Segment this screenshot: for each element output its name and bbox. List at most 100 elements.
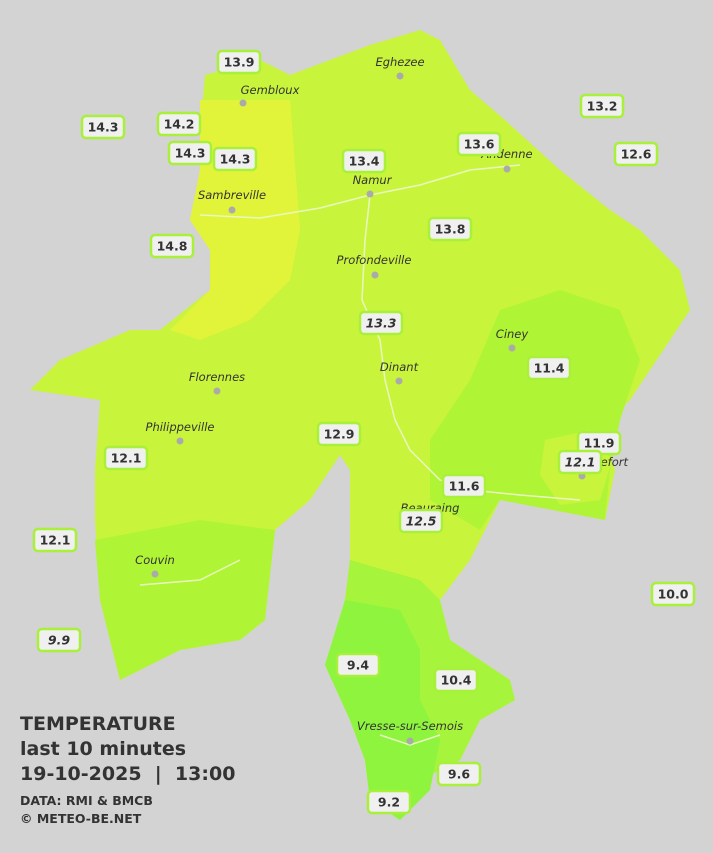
station: 13.4 — [341, 148, 387, 174]
legend-credit: © METEO-BE.NET — [20, 811, 142, 826]
station-value: 12.1 — [111, 451, 142, 466]
city-dot — [176, 437, 184, 445]
city-label: Sambreville — [198, 188, 266, 202]
city-label: Philippeville — [146, 420, 215, 434]
station-value: 12.1 — [40, 533, 71, 548]
station-value: 14.8 — [157, 239, 188, 254]
city-dot — [213, 387, 221, 395]
station-value: 9.6 — [448, 767, 470, 782]
station: 11.4 — [526, 355, 572, 381]
station: 9.9 — [36, 627, 82, 653]
stations: 13.9 14.3 14.2 14.3 14.3 13.4 13.6 13.2 12.6 14.8… — [32, 49, 696, 815]
station-box — [579, 93, 625, 119]
station: 14.2 — [156, 111, 202, 137]
station-box — [456, 131, 502, 157]
station-box — [80, 114, 126, 140]
station-box — [212, 146, 258, 172]
station: 14.3 — [80, 114, 126, 140]
station-value: 14.2 — [164, 117, 195, 132]
station-value: 14.3 — [220, 152, 251, 167]
station-value: 12.6 — [621, 147, 652, 162]
city-dot — [396, 72, 404, 80]
city-dot — [395, 377, 403, 385]
station-value: 12.9 — [324, 427, 355, 442]
station-box — [557, 449, 603, 475]
city-label: Eghezee — [375, 55, 424, 69]
city-dot — [371, 271, 379, 279]
station: 12.1 — [557, 449, 603, 475]
station: 13.2 — [579, 93, 625, 119]
station-value: 11.9 — [584, 436, 615, 451]
legend-title: TEMPERATURE — [20, 713, 176, 735]
city-dot — [366, 190, 374, 198]
station: 13.8 — [427, 216, 473, 242]
station: 9.4 — [335, 652, 381, 678]
legend-datetime: 19-10-2025 | 13:00 — [20, 763, 235, 785]
station-value: 13.9 — [224, 55, 255, 70]
station-value: 12.5 — [406, 514, 437, 529]
station: 13.6 — [456, 131, 502, 157]
station: 12.1 — [103, 445, 149, 471]
station-box — [156, 111, 202, 137]
station: 13.9 — [216, 49, 262, 75]
legend-period: last 10 minutes — [20, 738, 186, 760]
station-value: 11.6 — [449, 479, 480, 494]
station-box — [650, 581, 696, 607]
station-box — [341, 148, 387, 174]
city-label: Gembloux — [241, 83, 300, 97]
station: 9.2 — [366, 789, 412, 815]
station-box — [335, 652, 381, 678]
station: 14.3 — [167, 140, 213, 166]
station: 14.8 — [149, 233, 195, 259]
station-value: 13.2 — [587, 99, 618, 114]
station-value: 11.4 — [534, 361, 565, 376]
station-box — [441, 473, 487, 499]
city-label: Ciney — [496, 327, 529, 341]
city-label: Vresse-sur-Semois — [357, 719, 463, 733]
station-box — [358, 310, 404, 336]
station-box — [436, 761, 482, 787]
station-value: 13.6 — [464, 137, 495, 152]
city-dot — [406, 737, 414, 745]
station-box — [32, 527, 78, 553]
city-dot — [228, 206, 236, 214]
station-value: 9.4 — [347, 658, 369, 673]
station: 12.1 — [32, 527, 78, 553]
station-value: 14.3 — [175, 146, 206, 161]
station-box — [103, 445, 149, 471]
city-label: Profondeville — [337, 253, 412, 267]
station: 12.6 — [613, 141, 659, 167]
station-value: 14.3 — [88, 120, 119, 135]
city-dot — [239, 99, 247, 107]
station-value: 10.0 — [658, 587, 689, 602]
station: 9.6 — [436, 761, 482, 787]
station-box — [526, 355, 572, 381]
station: 11.6 — [441, 473, 487, 499]
station-value: 9.2 — [378, 795, 400, 810]
station: 10.4 — [433, 667, 479, 693]
station-value: 13.3 — [366, 316, 397, 331]
station: 10.0 — [650, 581, 696, 607]
city-dot — [151, 570, 159, 578]
city-label: Couvin — [135, 553, 175, 567]
station: 11.9 — [576, 430, 622, 456]
station: 12.5 — [398, 508, 444, 534]
station-value: 13.8 — [435, 222, 466, 237]
station-box — [149, 233, 195, 259]
city-dot — [503, 165, 511, 173]
station-box — [398, 508, 444, 534]
station-box — [216, 49, 262, 75]
station: 12.9 — [316, 421, 362, 447]
station-box — [427, 216, 473, 242]
station-box — [433, 667, 479, 693]
station-value: 9.9 — [48, 633, 70, 648]
station: 14.3 — [212, 146, 258, 172]
legend-source: DATA: RMI & BMCB — [20, 793, 153, 808]
city-label: Namur — [353, 173, 393, 187]
cool-zone — [95, 520, 275, 680]
station-value: 13.4 — [349, 154, 380, 169]
station-box — [316, 421, 362, 447]
city-label: Florennes — [189, 370, 245, 384]
station-box — [167, 140, 213, 166]
